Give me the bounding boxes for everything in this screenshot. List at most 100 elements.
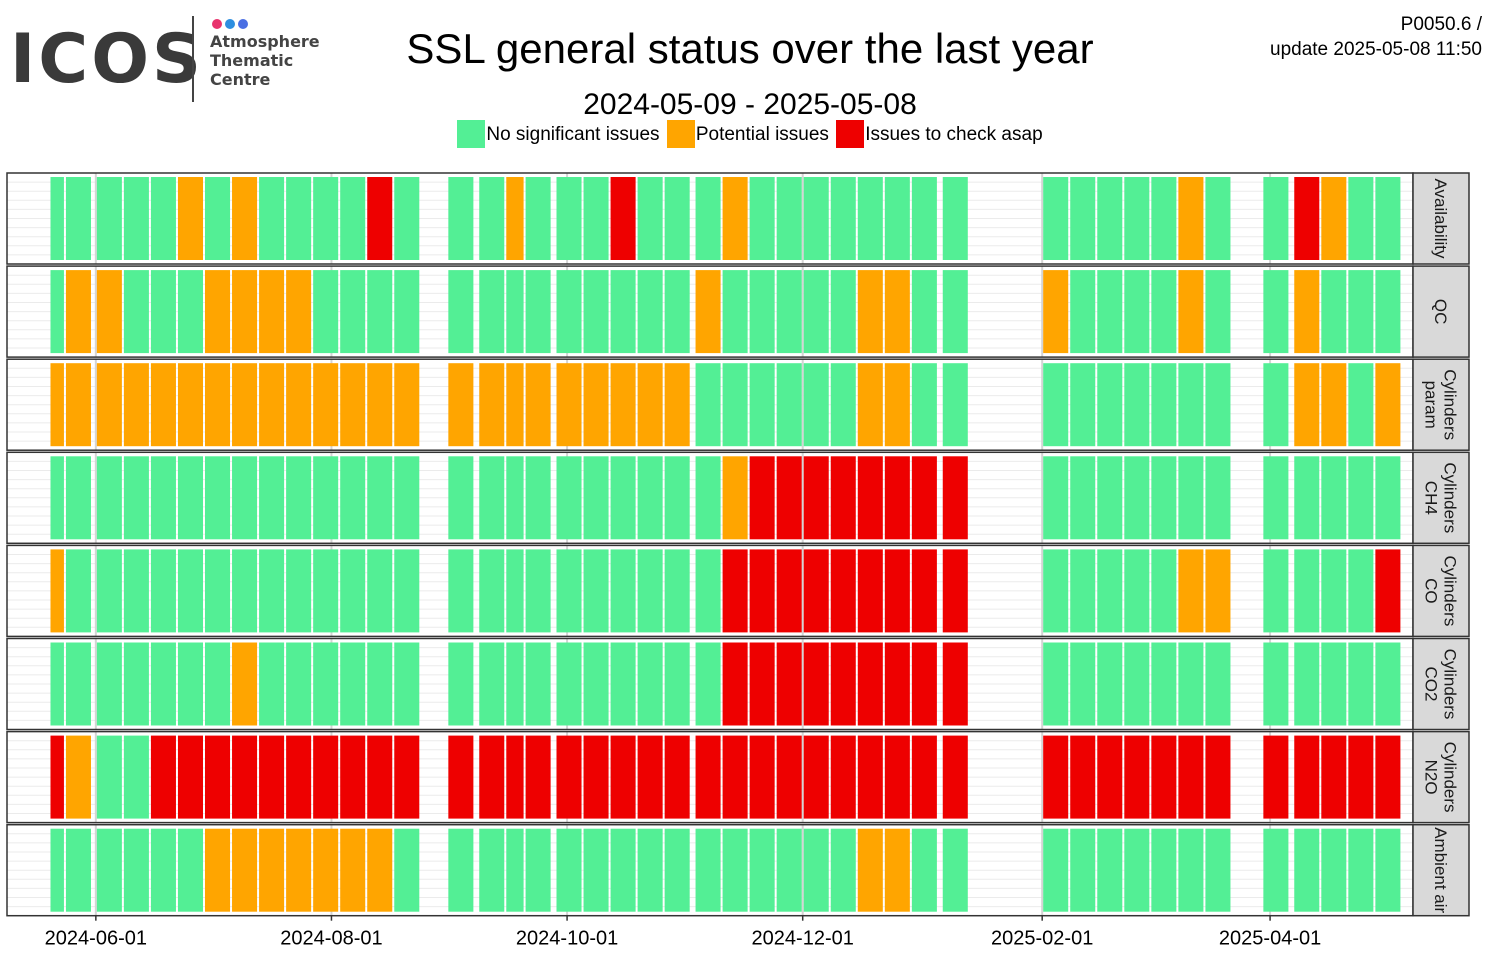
status-cell [942, 363, 968, 447]
status-cell [695, 828, 721, 912]
status-cell [1348, 642, 1374, 726]
status-cell [123, 270, 149, 354]
strip-label-group: QC [1431, 299, 1450, 325]
status-cell [65, 735, 91, 819]
strip-label: Cylinders [1441, 462, 1460, 533]
strip-label: Cylinders [1441, 649, 1460, 720]
status-cell [340, 456, 366, 540]
status-cell [749, 177, 775, 260]
status-cell [695, 363, 721, 447]
status-cell [1097, 270, 1123, 354]
status-cell [479, 456, 505, 540]
status-cell [123, 456, 149, 540]
status-cell [525, 642, 551, 726]
status-cell [830, 270, 856, 354]
strip-background [1412, 544, 1470, 638]
status-cell [525, 549, 551, 633]
status-cell [1263, 735, 1289, 819]
status-cell [479, 828, 505, 912]
status-cell [857, 456, 883, 540]
status-cell [204, 642, 231, 726]
status-cell [583, 456, 609, 540]
status-cell [123, 735, 149, 819]
status-cell [1321, 363, 1347, 447]
status-cell [259, 270, 285, 354]
status-cell [556, 642, 582, 726]
status-cell [722, 456, 748, 540]
status-cell [1205, 456, 1231, 540]
status-cell [259, 828, 285, 912]
status-cell [1294, 270, 1320, 354]
strip-background [1412, 172, 1470, 265]
status-cell [1205, 363, 1231, 447]
status-cell [830, 642, 856, 726]
status-cell [313, 735, 339, 819]
status-cell [637, 642, 663, 726]
status-cell [204, 735, 231, 819]
status-cell [1178, 270, 1204, 354]
status-cell [479, 642, 505, 726]
status-cell [1178, 456, 1204, 540]
status-cell [313, 363, 339, 447]
status-cell [749, 828, 775, 912]
status-cell [583, 549, 609, 633]
status-cell [942, 177, 968, 260]
status-cell [123, 642, 149, 726]
status-cell [830, 549, 856, 633]
status-cell [65, 456, 91, 540]
status-cell [776, 177, 802, 260]
status-cell [1070, 735, 1096, 819]
status-cell [776, 735, 802, 819]
status-cell [367, 177, 393, 260]
status-cell [448, 177, 474, 260]
status-cell [1043, 270, 1069, 354]
status-cell [1294, 363, 1320, 447]
status-cell [177, 456, 203, 540]
status-cell [942, 642, 968, 726]
status-cell [1097, 642, 1123, 726]
status-cell [1151, 177, 1177, 260]
status-cell [65, 549, 91, 633]
status-cell [583, 363, 609, 447]
status-cell [367, 363, 393, 447]
status-cell [259, 549, 285, 633]
strip-background [1412, 730, 1470, 824]
status-cell [506, 642, 524, 726]
status-cell [942, 549, 968, 633]
strip-label-group: Ambient air [1431, 827, 1450, 913]
status-cell [150, 828, 176, 912]
status-cell [695, 549, 721, 633]
status-cell [1178, 549, 1204, 633]
status-cell [695, 270, 721, 354]
status-cell [1263, 270, 1289, 354]
status-cell [1070, 828, 1096, 912]
strip-label: Availability [1431, 178, 1450, 259]
status-cell [96, 642, 122, 726]
status-cell [96, 363, 122, 447]
status-cell [1263, 828, 1289, 912]
status-cell [448, 735, 474, 819]
status-cell [1348, 828, 1374, 912]
status-cell [556, 549, 582, 633]
status-cell [1043, 642, 1069, 726]
status-cell [583, 828, 609, 912]
status-cell [1205, 642, 1231, 726]
status-cell [637, 456, 663, 540]
status-cell [123, 828, 149, 912]
status-cell [1097, 177, 1123, 260]
status-cell [1070, 270, 1096, 354]
logo-line-2: Thematic [210, 51, 294, 70]
logo-dot-pink [212, 19, 222, 29]
status-cell [857, 549, 883, 633]
chart-legend: No significant issues Potential issues I… [0, 120, 1500, 150]
status-cell [556, 735, 582, 819]
status-cell [857, 735, 883, 819]
status-cell [1375, 363, 1401, 447]
status-cell [1375, 828, 1401, 912]
strip-label: QC [1431, 299, 1450, 325]
status-cell [884, 270, 910, 354]
status-cell [942, 735, 968, 819]
status-cell [1263, 177, 1289, 260]
